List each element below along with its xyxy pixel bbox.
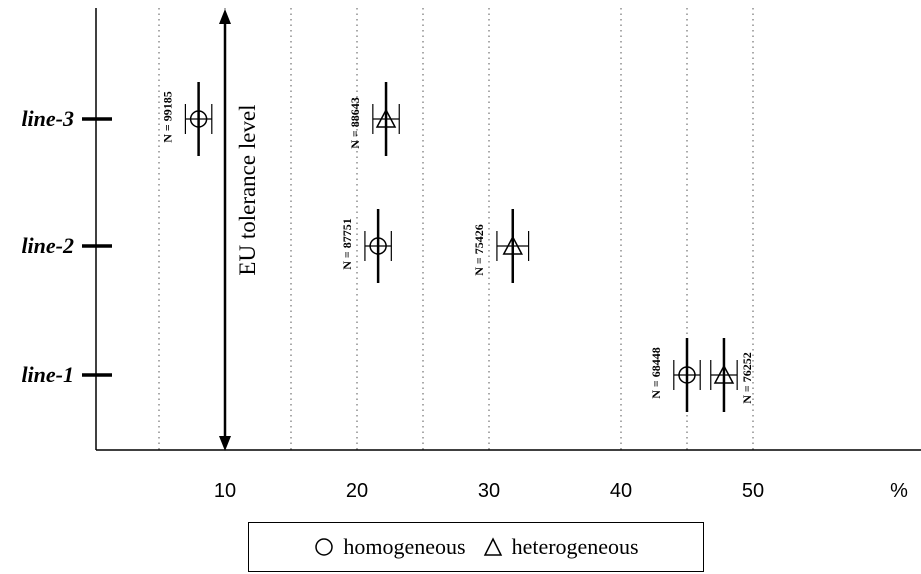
n-label-heterogeneous-line-1: N = 76252 xyxy=(740,352,754,404)
tolerance-arrow-head-top xyxy=(219,9,231,24)
x-tick-labels: 10 20 30 40 50 xyxy=(214,480,764,502)
legend-entry-homogeneous: homogeneous xyxy=(313,534,466,560)
triangle-marker-heterogeneous-line-1 xyxy=(713,364,735,384)
n-label-homogeneous-line-2: N = 87751 xyxy=(340,218,354,270)
legend: homogeneous heterogeneous xyxy=(248,522,704,572)
circle-marker-homogeneous-line-1 xyxy=(678,366,696,384)
axis-layer xyxy=(95,8,921,451)
point-heterogeneous-line-3: N = 88643 xyxy=(348,82,400,156)
triangle-marker-heterogeneous-line-3 xyxy=(375,108,397,128)
legend-entry-heterogeneous: heterogeneous xyxy=(482,534,639,560)
circle-marker-icon xyxy=(315,538,334,556)
x-tick-label-20: 20 xyxy=(346,480,368,502)
triangle-marker-heterogeneous-line-2 xyxy=(502,235,524,255)
triangle-marker-icon xyxy=(483,537,502,556)
circle-marker-homogeneous-line-3 xyxy=(189,110,208,128)
data-points: N = 99185 N = 87751 N = 68448 N = 88643 N = … xyxy=(160,82,754,412)
point-homogeneous-line-2: N = 87751 xyxy=(340,209,392,283)
n-label-homogeneous-line-3: N = 99185 xyxy=(160,91,174,143)
point-heterogeneous-line-1: N = 76252 xyxy=(710,338,754,412)
category-axis: line-3 line-2 line-1 xyxy=(21,106,112,387)
n-label-homogeneous-line-1: N = 68448 xyxy=(649,347,663,399)
tolerance-annotation: EU tolerance level xyxy=(219,9,260,451)
legend-label-heterogeneous: heterogeneous xyxy=(511,534,639,559)
x-tick-label-10: 10 xyxy=(214,480,236,502)
category-label-line-3: line-3 xyxy=(21,106,74,131)
legend-label-homogeneous: homogeneous xyxy=(343,534,466,559)
x-tick-label-40: 40 xyxy=(610,480,632,502)
point-heterogeneous-line-2: N = 75426 xyxy=(472,209,530,283)
circle-marker-homogeneous-line-2 xyxy=(369,237,387,255)
x-tick-label-50: 50 xyxy=(742,480,764,502)
n-label-heterogeneous-line-3: N = 88643 xyxy=(348,97,362,149)
category-label-line-2: line-2 xyxy=(21,233,74,258)
x-tick-label-30: 30 xyxy=(478,480,500,502)
point-homogeneous-line-1: N = 68448 xyxy=(649,338,701,412)
category-label-line-1: line-1 xyxy=(21,362,74,387)
tolerance-label: EU tolerance level xyxy=(235,104,260,275)
x-unit-label: % xyxy=(890,480,908,502)
tolerance-arrow-head-bottom xyxy=(219,436,231,451)
n-label-heterogeneous-line-2: N = 75426 xyxy=(472,224,486,276)
point-homogeneous-line-3: N = 99185 xyxy=(160,82,213,156)
